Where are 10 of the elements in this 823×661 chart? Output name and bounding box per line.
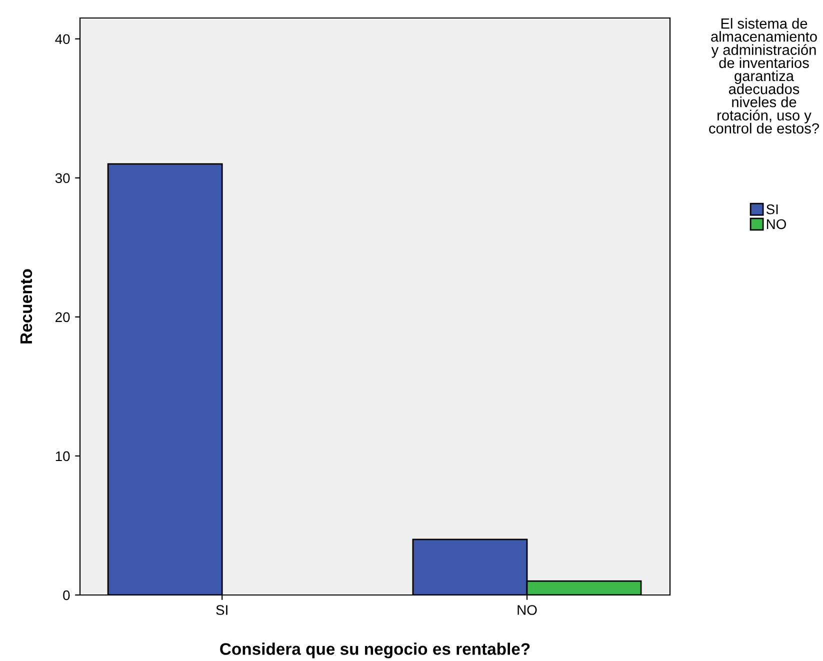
text: El sistema de almacenamiento y administración de inventarios garantiza adecuados niveles de rotación, uso y control de estos? <box>709 18 819 134</box>
y-tick-label: 10 <box>56 451 70 462</box>
legend-label: SI <box>766 204 778 214</box>
y-axis-title: Recuento <box>20 269 32 344</box>
y-tick-label: 20 <box>56 312 70 322</box>
y-tick-label: 30 <box>55 173 70 184</box>
legend-label: NO <box>766 219 786 230</box>
y-tick-label: 0 <box>63 590 70 600</box>
x-axis-title: Considera que su negocio es rentable? <box>220 642 530 658</box>
y-tick-label: 40 <box>55 34 70 44</box>
